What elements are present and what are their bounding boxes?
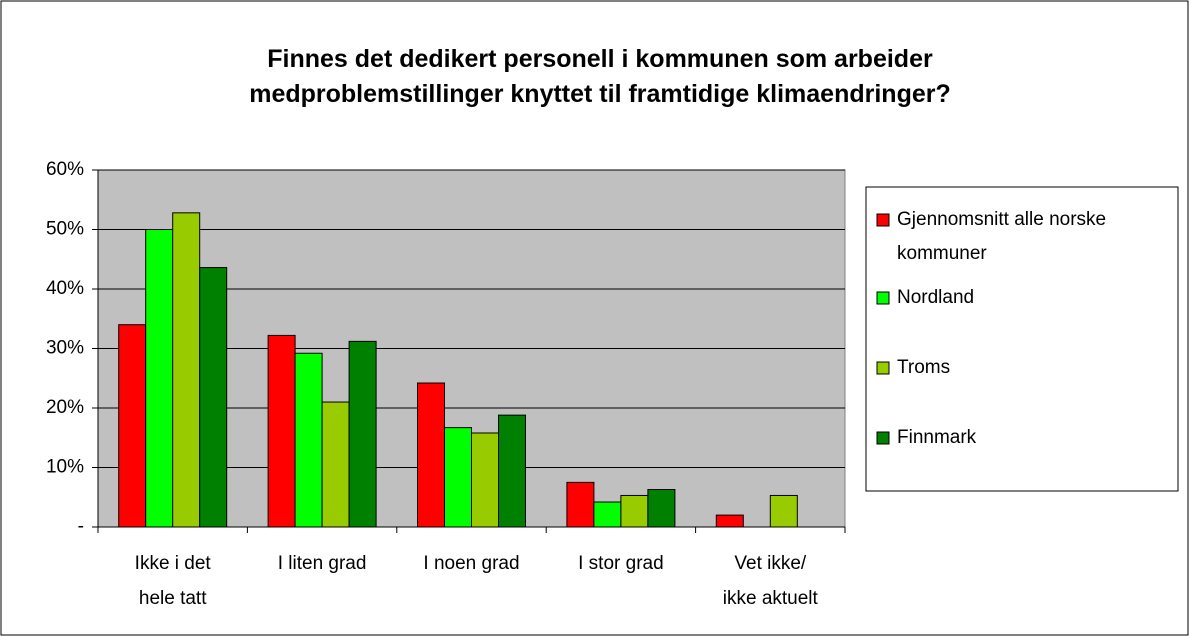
bar: [620, 494, 649, 528]
y-tick-label: 60%: [46, 159, 84, 180]
bar: [267, 334, 296, 528]
x-tick-label: Vet ikke/ikke aktuelt: [723, 553, 819, 609]
bar: [566, 481, 595, 528]
x-tick-label: I liten grad: [278, 553, 367, 574]
legend-label: Gjennomsnitt alle norske kommuner: [897, 209, 1106, 264]
legend-swatch: [876, 361, 890, 375]
bar: [471, 432, 499, 528]
y-tick-label: 10%: [46, 457, 84, 478]
bar: [348, 340, 377, 528]
bar: [294, 352, 323, 528]
bar: [498, 414, 526, 528]
y-tick-label: 50%: [46, 219, 84, 240]
legend-box: [865, 186, 1179, 492]
legend-label: Finnmark: [897, 427, 977, 448]
y-tick-label: 20%: [46, 397, 84, 418]
y-tick-label: 30%: [46, 338, 84, 359]
bar: [417, 382, 445, 528]
bar: [444, 427, 472, 528]
bar: [769, 494, 798, 528]
bar: [715, 514, 744, 528]
x-tick-label: I noen grad: [423, 553, 519, 574]
chart-title: Finnes det dedikert personell i kommunen…: [249, 45, 951, 108]
legend-swatch: [876, 431, 890, 445]
x-tick-label: Ikke i det hele tatt: [135, 553, 212, 609]
legend-label: Nordland: [897, 287, 974, 308]
legend-swatch: [876, 213, 890, 227]
bar: [199, 267, 228, 528]
bar: [172, 212, 201, 528]
y-tick-label: -: [78, 516, 84, 537]
bar: [593, 501, 622, 528]
bar: [118, 324, 147, 528]
legend-label: Troms: [897, 357, 950, 378]
x-tick-label: I stor grad: [578, 553, 664, 574]
bar: [647, 489, 676, 528]
legend-swatch: [876, 291, 890, 305]
bar: [321, 401, 350, 528]
bar: [145, 229, 174, 528]
y-tick-label: 40%: [46, 278, 84, 299]
